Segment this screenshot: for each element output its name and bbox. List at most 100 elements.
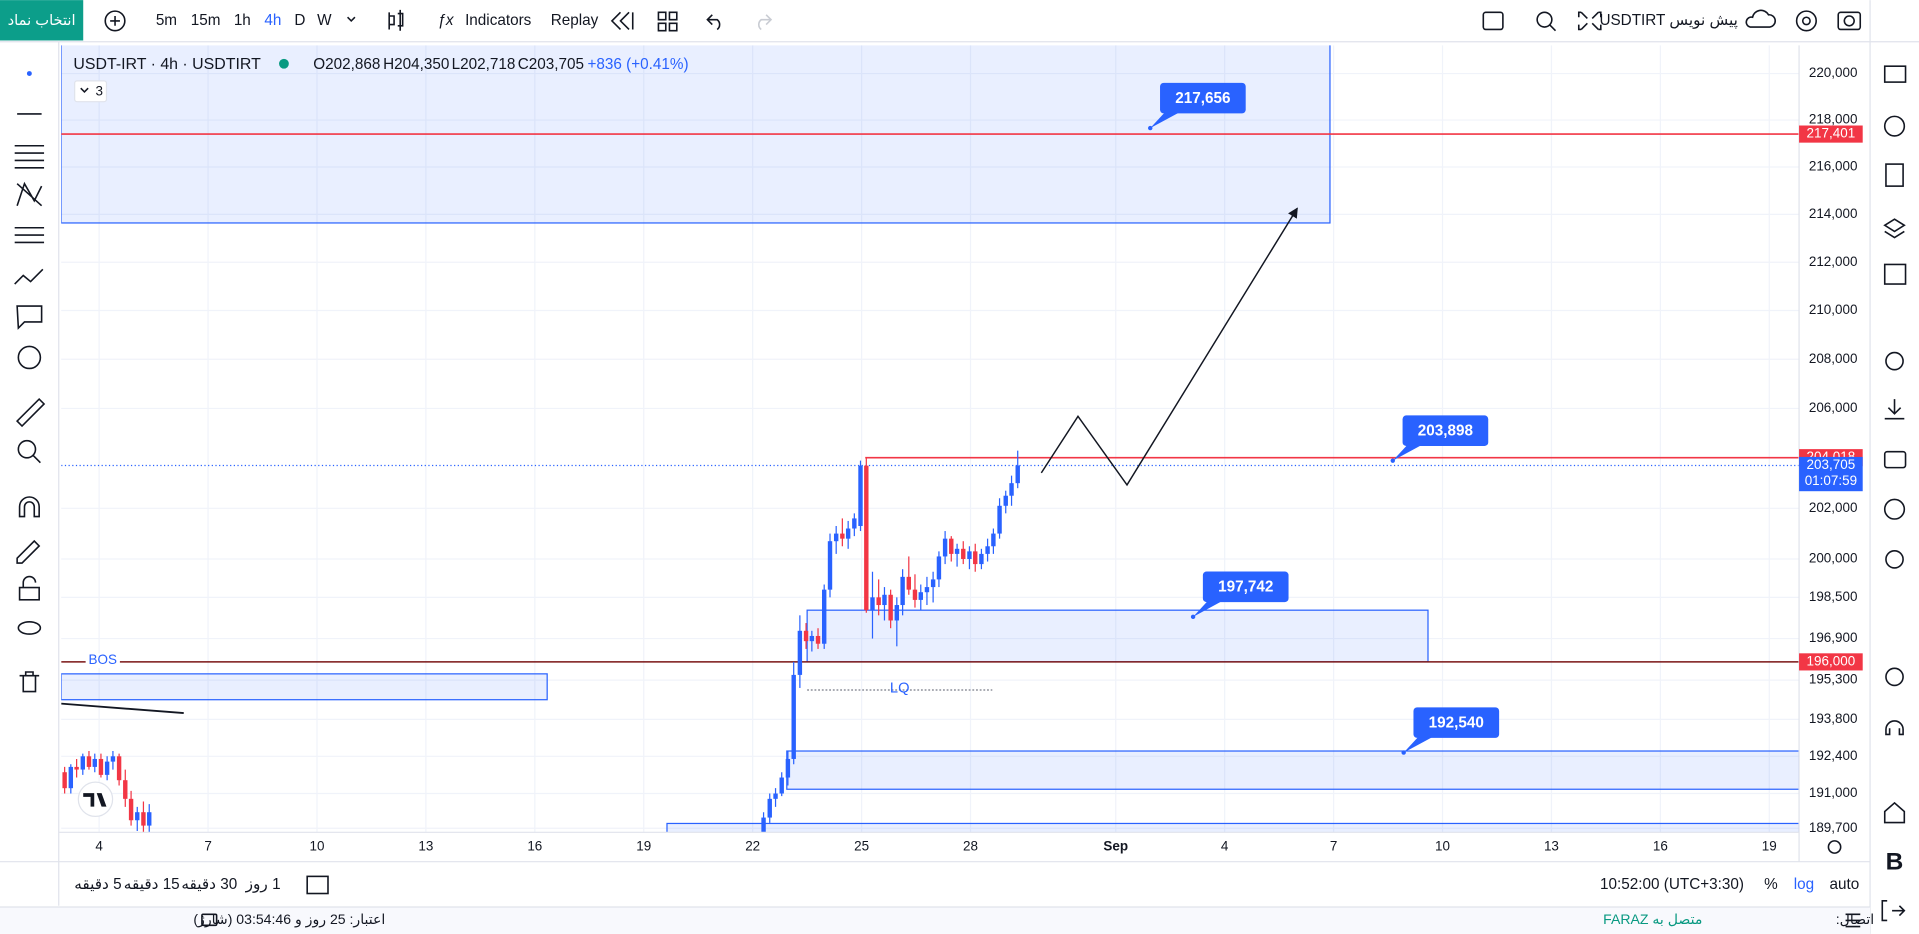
- symbol-button[interactable]: [0, 0, 84, 41]
- candle-body: [797, 630, 803, 675]
- interval-button[interactable]: D: [294, 12, 305, 29]
- legend-count[interactable]: 3: [95, 83, 102, 98]
- lq-label: LQ: [890, 681, 910, 697]
- connection-label: اتصال:: [1836, 911, 1874, 927]
- search-icon[interactable]: [1548, 24, 1557, 32]
- indicators-button[interactable]: Indicators: [465, 12, 532, 29]
- cloud-icon[interactable]: [1745, 9, 1776, 28]
- y-tick-label: 218,000: [1809, 112, 1858, 127]
- y-tick-label: 214,000: [1809, 206, 1858, 221]
- candle-body: [135, 812, 140, 821]
- layers-icon[interactable]: [1883, 218, 1906, 239]
- notes-icon[interactable]: [1885, 163, 1904, 187]
- snapshot-icon[interactable]: [1837, 11, 1862, 31]
- range-button[interactable]: 1 روز: [245, 876, 281, 893]
- interval-button[interactable]: 1h: [234, 12, 251, 29]
- profile-icon[interactable]: [1883, 498, 1906, 520]
- goto-date-icon[interactable]: [306, 875, 329, 895]
- candle-body: [1003, 495, 1008, 506]
- zoom-tool[interactable]: [32, 454, 41, 464]
- interval-button-active[interactable]: 4h: [264, 12, 281, 29]
- interval-dropdown[interactable]: [347, 16, 356, 23]
- download-icon[interactable]: [1884, 399, 1905, 420]
- alerts-icon[interactable]: [1883, 115, 1906, 137]
- settings-icon[interactable]: [1801, 16, 1811, 26]
- fullscreen-icon[interactable]: [1482, 11, 1504, 31]
- trend-line: [61, 702, 184, 714]
- auto-toggle[interactable]: auto: [1829, 876, 1859, 893]
- price-label: 196,000: [1807, 653, 1856, 668]
- symbol-button-label[interactable]: انتخاب نماد: [8, 13, 76, 29]
- layout-icon[interactable]: [657, 11, 678, 32]
- candle-body: [785, 758, 791, 778]
- candle-body: [961, 548, 966, 559]
- legend-change: +836 (+0.41%): [587, 56, 688, 73]
- projection-tool[interactable]: [14, 226, 45, 244]
- wallet-icon[interactable]: [1883, 450, 1907, 469]
- objects-icon[interactable]: [1883, 263, 1907, 285]
- forecast-tool[interactable]: [14, 268, 44, 285]
- pattern-tool[interactable]: [16, 181, 43, 207]
- home-icon[interactable]: [1883, 801, 1906, 824]
- ruler-tool[interactable]: [16, 397, 46, 428]
- range-button[interactable]: 30 دقیقه: [181, 876, 237, 893]
- range-button[interactable]: 5 دقیقه: [74, 876, 121, 893]
- undo-icon[interactable]: [706, 14, 721, 31]
- interval-button[interactable]: 15m: [191, 12, 221, 29]
- logout-icon[interactable]: [1881, 900, 1906, 922]
- snapshot-icon[interactable]: [1843, 15, 1855, 27]
- draft-label[interactable]: USDTIRT پیش نویس: [1599, 12, 1737, 30]
- legend-toggle-icon[interactable]: [80, 87, 89, 94]
- settings-icon[interactable]: [1795, 10, 1817, 32]
- delete-tool[interactable]: [19, 671, 40, 693]
- interval-button[interactable]: 5m: [156, 12, 177, 29]
- candle-body: [979, 553, 984, 565]
- candle-body: [74, 766, 79, 770]
- search-icon[interactable]: [1536, 11, 1553, 28]
- lock-tool[interactable]: [18, 586, 40, 601]
- legend-toggle[interactable]: [74, 80, 108, 103]
- left-toolbar: [14, 41, 60, 906]
- magnet-tool[interactable]: [18, 496, 40, 518]
- y-tick-label: 189,700: [1809, 820, 1858, 835]
- zoom-tool[interactable]: [17, 439, 37, 459]
- percent-toggle[interactable]: %: [1764, 876, 1778, 893]
- log-toggle[interactable]: log: [1794, 876, 1814, 893]
- range-button[interactable]: 15 دقیقه: [124, 876, 180, 893]
- add-symbol-icon[interactable]: [110, 16, 120, 26]
- candle-body: [930, 579, 936, 588]
- fib-tool[interactable]: [14, 144, 45, 169]
- interval-button[interactable]: W: [317, 12, 332, 29]
- callout-tail: [1193, 600, 1223, 617]
- support-icon[interactable]: [1885, 720, 1904, 736]
- expand-icon[interactable]: [1577, 11, 1602, 31]
- share-icon[interactable]: [1885, 550, 1904, 569]
- visibility-tool[interactable]: [17, 621, 42, 635]
- redo-icon[interactable]: [758, 14, 773, 31]
- annotation-tool[interactable]: [16, 305, 43, 330]
- replay-icon[interactable]: [610, 11, 634, 31]
- axis-settings-icon[interactable]: [1827, 840, 1842, 854]
- settings-icon[interactable]: [1885, 351, 1904, 371]
- replay-button[interactable]: Replay: [551, 12, 599, 29]
- candle-body: [827, 541, 833, 590]
- emoji-tool[interactable]: [17, 345, 42, 370]
- candle-body: [942, 538, 948, 557]
- add-symbol-icon[interactable]: [104, 10, 126, 32]
- draw-mode-tool[interactable]: [16, 539, 41, 564]
- watchlist-icon[interactable]: [1883, 65, 1907, 83]
- lock-tool[interactable]: [22, 575, 37, 588]
- candle-body: [949, 538, 954, 554]
- brand-icon[interactable]: B: [1886, 848, 1904, 875]
- legend: USDT-IRT · 4h · USDTIRT O202,868 H204,35…: [73, 56, 689, 103]
- cursor-tool[interactable]: [26, 71, 32, 76]
- legend-open: O202,868: [313, 56, 380, 73]
- indicators-icon[interactable]: ƒx: [437, 12, 454, 29]
- price-label-bg: [1799, 125, 1863, 143]
- chart-type-icon[interactable]: [388, 9, 404, 31]
- y-tick-label: 198,500: [1809, 589, 1858, 604]
- notifications-icon[interactable]: [1885, 667, 1904, 687]
- y-tick-label: 195,300: [1809, 672, 1858, 687]
